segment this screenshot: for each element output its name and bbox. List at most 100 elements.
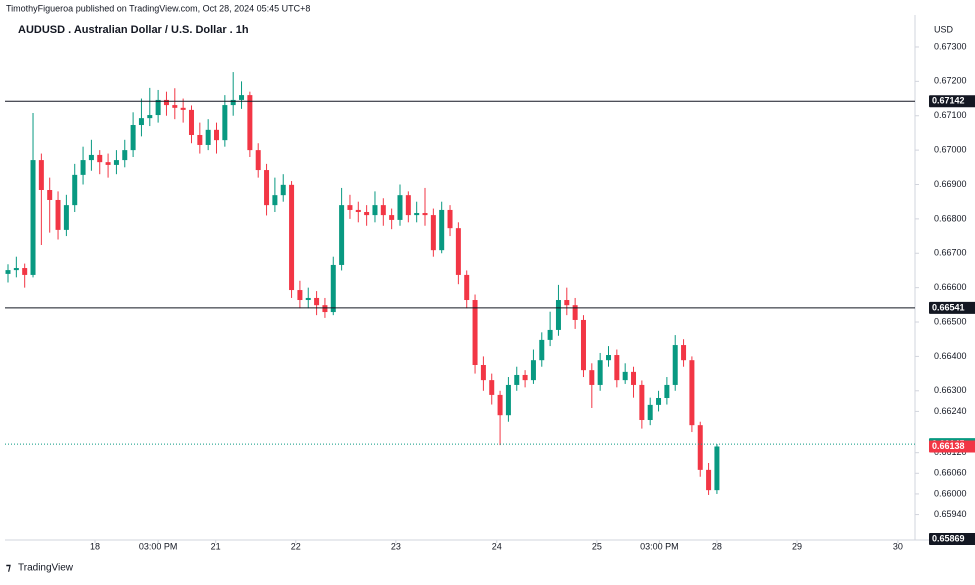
x-tick-label: 18 (90, 541, 100, 551)
level-label: 0.67142 (932, 96, 965, 106)
candle-body (547, 329, 553, 340)
candle-body (272, 195, 278, 206)
y-tick-label: 0.65940 (934, 509, 967, 519)
candle-body (88, 154, 94, 161)
candle-body (222, 105, 228, 141)
candle-body (497, 394, 503, 416)
y-tick-label: 0.67100 (934, 110, 967, 120)
x-tick-label: 25 (592, 541, 602, 551)
candle-body (714, 446, 720, 491)
candle-body (380, 205, 386, 216)
candle-body (364, 212, 370, 216)
y-tick-label: 0.66400 (934, 351, 967, 361)
level-label: 0.66138 (932, 441, 965, 451)
candle-body (239, 95, 245, 100)
candle-body (105, 162, 111, 165)
candle-body (639, 384, 645, 421)
candle-body (172, 105, 178, 108)
candle-body (205, 129, 211, 145)
attribution: TimothyFigueroa published on TradingView… (6, 3, 310, 13)
x-tick-label: 24 (492, 541, 502, 551)
candle-body (330, 264, 336, 313)
currency: USD (934, 24, 954, 34)
y-tick-label: 0.66800 (934, 213, 967, 223)
candle-body (47, 190, 53, 200)
x-tick-label: 29 (792, 541, 802, 551)
candle-body (422, 213, 428, 216)
candle-body (681, 345, 687, 361)
x-tick-label: 21 (211, 541, 221, 551)
candle-body (414, 213, 420, 216)
candle-body (455, 228, 461, 275)
y-tick-label: 0.67300 (934, 41, 967, 51)
x-tick-label: 03:00 PM (139, 541, 178, 551)
candle-body (514, 374, 520, 385)
candle-body (147, 115, 153, 119)
candle-body (622, 371, 628, 381)
candle-body (280, 184, 286, 196)
candle-body (122, 150, 128, 161)
candle-body (38, 160, 44, 190)
level-label-box (929, 301, 975, 314)
candle-body (656, 398, 662, 405)
candle-body (689, 360, 695, 426)
candle-body (339, 205, 345, 265)
candle-body (22, 268, 28, 275)
candle-body (405, 195, 411, 216)
candle-body (314, 297, 320, 306)
level-label: 0.66541 (932, 302, 965, 312)
candle-body (247, 95, 253, 151)
candle-body (163, 99, 169, 106)
candle-body (197, 134, 203, 145)
candle-body (580, 319, 586, 371)
candle-body (447, 209, 453, 229)
candle-body (289, 184, 295, 291)
candle-body (130, 125, 136, 151)
candle-body (555, 300, 561, 330)
candle-body (480, 365, 486, 381)
candle-body (180, 107, 186, 110)
candle-body (72, 174, 78, 206)
candle-body (614, 355, 620, 381)
y-tick-label: 0.67200 (934, 76, 967, 86)
candle-body (439, 209, 445, 251)
candle-body (472, 300, 478, 365)
y-tick-label: 0.66900 (934, 179, 967, 189)
x-tick-label: 23 (391, 541, 401, 551)
y-tick-label: 0.66600 (934, 282, 967, 292)
candle-body (697, 425, 703, 470)
candle-body (389, 215, 395, 220)
candle-body (305, 297, 311, 301)
x-tick-label: 22 (291, 541, 301, 551)
candle-body (647, 404, 653, 421)
candle-body (30, 160, 36, 275)
x-tick-label: 30 (893, 541, 903, 551)
candle-body (530, 360, 536, 381)
candle-body (155, 99, 161, 116)
logo-mark: ⁊ (6, 563, 11, 574)
candle-body (397, 195, 403, 220)
candle-body (589, 370, 595, 385)
candle-body (355, 209, 361, 213)
candle-body (80, 160, 86, 175)
candle-body (430, 215, 436, 251)
y-tick-label: 0.66000 (934, 488, 967, 498)
candle-body (55, 199, 61, 230)
candle-body (539, 339, 545, 361)
y-tick-label: 0.66500 (934, 316, 967, 326)
candle-body (113, 160, 119, 165)
candle-body (572, 305, 578, 320)
level-label-box (929, 95, 975, 108)
candle-body (597, 360, 603, 385)
candle-body (706, 469, 712, 491)
x-tick-label: 03:00 PM (640, 541, 679, 551)
candle-body (264, 170, 270, 206)
chart-title: AUDUSD . Australian Dollar / U.S. Dollar… (18, 24, 249, 36)
level-label-box (929, 532, 975, 545)
candle-body (464, 274, 470, 301)
candle-body (255, 150, 261, 171)
y-tick-label: 0.66060 (934, 468, 967, 478)
